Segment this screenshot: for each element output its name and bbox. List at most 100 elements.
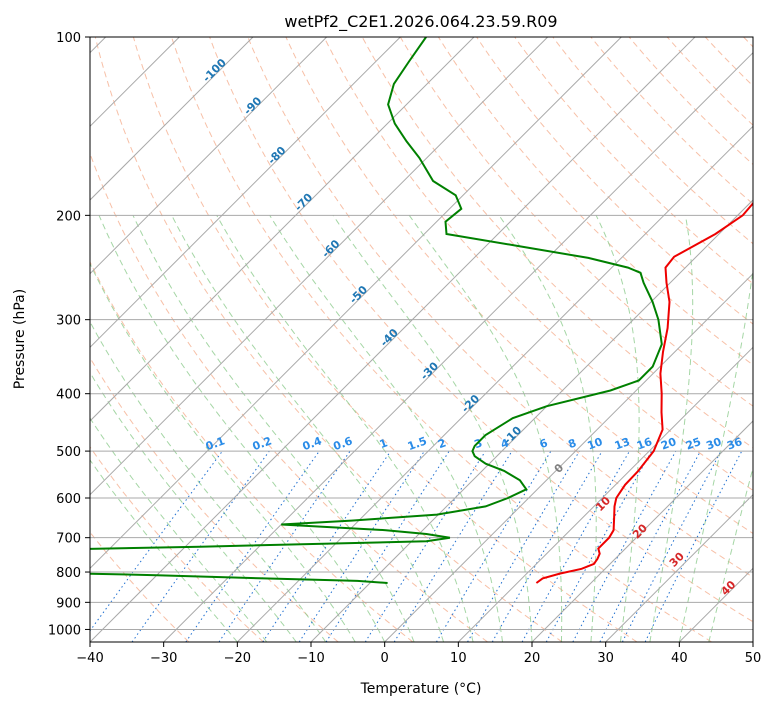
mixing-ratio-label: 20 <box>659 435 678 453</box>
moist-adiabat <box>498 215 597 642</box>
dry-adiabat <box>437 37 753 366</box>
isotherm-line <box>90 37 401 349</box>
y-tick-label: 700 <box>56 532 81 547</box>
isotherm-line <box>90 37 328 275</box>
dry-adiabat <box>628 37 753 166</box>
dry-adiabat <box>90 260 414 642</box>
y-tick-label: 400 <box>56 388 81 403</box>
isotherm-line <box>752 641 753 642</box>
moist-adiabat-label: 0 <box>552 461 567 476</box>
y-tick-label: 900 <box>56 596 81 611</box>
mixing-ratio-label: 4 <box>499 436 511 451</box>
chart-title: wetPf2_C2E1.2026.064.23.59.R09 <box>284 12 557 32</box>
moist-adiabat <box>332 215 533 642</box>
mixing-ratio-label: 0.6 <box>332 434 355 453</box>
mixing-ratio-label: 3 <box>472 436 484 451</box>
dry-adiabat <box>704 37 753 87</box>
mixing-ratio-label: 13 <box>613 435 632 452</box>
dry-adiabat <box>132 37 638 642</box>
mixing-ratio-line <box>644 450 743 642</box>
mixing-ratio-label: 2 <box>436 436 448 451</box>
dewpoint-trace <box>90 37 663 584</box>
pressure-grid <box>90 37 753 642</box>
moist-adiabat <box>90 320 327 642</box>
dry-adiabat <box>743 37 753 48</box>
sounding-traces <box>90 37 753 584</box>
isotherm-line <box>90 37 254 201</box>
mixing-ratio-line <box>298 450 425 642</box>
moist-adiabat <box>98 215 386 642</box>
mixing-ratio-label: 16 <box>635 435 654 453</box>
moist-adiabat <box>90 417 268 642</box>
x-tick-label: 0 <box>381 651 389 666</box>
mixing-ratio-label: 6 <box>538 436 550 451</box>
mixing-ratio-line <box>325 450 450 642</box>
mixing-ratio-line <box>467 450 580 642</box>
mixing-ratio-line <box>599 450 701 642</box>
y-tick-label: 800 <box>56 566 81 581</box>
isotherm-label: -90 <box>241 94 264 117</box>
mixing-ratio-line <box>435 450 552 642</box>
x-tick-label: 50 <box>745 651 762 666</box>
y-tick-label: 1000 <box>48 623 81 638</box>
moist-adiabat-label: 40 <box>718 578 738 598</box>
x-tick-label: 30 <box>597 651 614 666</box>
moist-adiabat <box>708 466 753 642</box>
moist-adiabat <box>595 215 640 642</box>
moist-adiabat <box>90 459 238 642</box>
x-tick-label: −30 <box>150 651 177 666</box>
moist-adiabat <box>90 262 356 642</box>
isotherm-label: -40 <box>378 326 401 349</box>
moist-adiabat <box>649 215 694 642</box>
mixing-ratio-line <box>218 450 351 642</box>
x-tick-label: −40 <box>76 651 103 666</box>
dry-adiabat <box>90 356 339 642</box>
isotherm-line <box>605 493 753 642</box>
isotherm-line <box>678 567 753 642</box>
isotherm-line <box>90 37 549 496</box>
y-tick-label: 600 <box>56 492 81 507</box>
x-tick-label: −20 <box>224 651 251 666</box>
mixing-ratio-label: 0.4 <box>301 434 324 453</box>
y-tick-label: 500 <box>56 445 81 460</box>
mixing-ratio-line <box>185 450 320 642</box>
dry-adiabat <box>171 37 712 642</box>
dry-adiabat <box>90 446 264 642</box>
mixing-ratio-label: 1.5 <box>406 434 429 453</box>
moist-adiabat-label: 30 <box>667 549 687 569</box>
mixing-ratio-line <box>262 450 392 642</box>
dry-adiabat <box>323 37 753 491</box>
mixing-ratio-label: 1 <box>378 436 390 451</box>
moist-adiabat <box>216 215 474 642</box>
isotherm-line <box>90 37 622 570</box>
moist-adiabat <box>269 215 503 642</box>
moist-adiabat <box>132 215 415 642</box>
isotherm-label: -100 <box>200 56 229 85</box>
moist-adiabat <box>90 371 297 642</box>
isotherm-line <box>163 51 753 642</box>
x-axis-title: Temperature (°C) <box>360 681 482 697</box>
y-axis-title: Pressure (hPa) <box>12 289 28 389</box>
mixing-ratio-line <box>521 450 630 642</box>
x-tick-label: 10 <box>450 651 467 666</box>
mixing-ratio-line <box>364 450 486 642</box>
isotherm-label: -60 <box>319 237 342 260</box>
moist-adiabat <box>678 265 753 642</box>
mixing-ratio-label: 8 <box>566 436 578 451</box>
dry-adiabat <box>209 37 753 623</box>
mixing-ratio-line <box>572 450 677 642</box>
temperature-trace <box>535 201 753 584</box>
mixing-ratio-label: 25 <box>684 435 703 452</box>
isotherm-line <box>236 125 753 642</box>
isotherm-line <box>457 346 753 642</box>
isotherm-line <box>384 272 753 642</box>
dry-adiabat <box>514 37 753 285</box>
dry-adiabat <box>476 37 753 325</box>
mixing-ratio-line <box>393 450 513 642</box>
axes: −40 −30 −20 −10 0 10 20 30 40 5010009008007006005… <box>48 31 761 666</box>
isotherm-label: -20 <box>459 392 482 415</box>
moist-adiabat-label: 20 <box>630 521 650 541</box>
mixing-ratio-label: 30 <box>704 435 723 453</box>
dry-adiabat <box>552 37 753 245</box>
